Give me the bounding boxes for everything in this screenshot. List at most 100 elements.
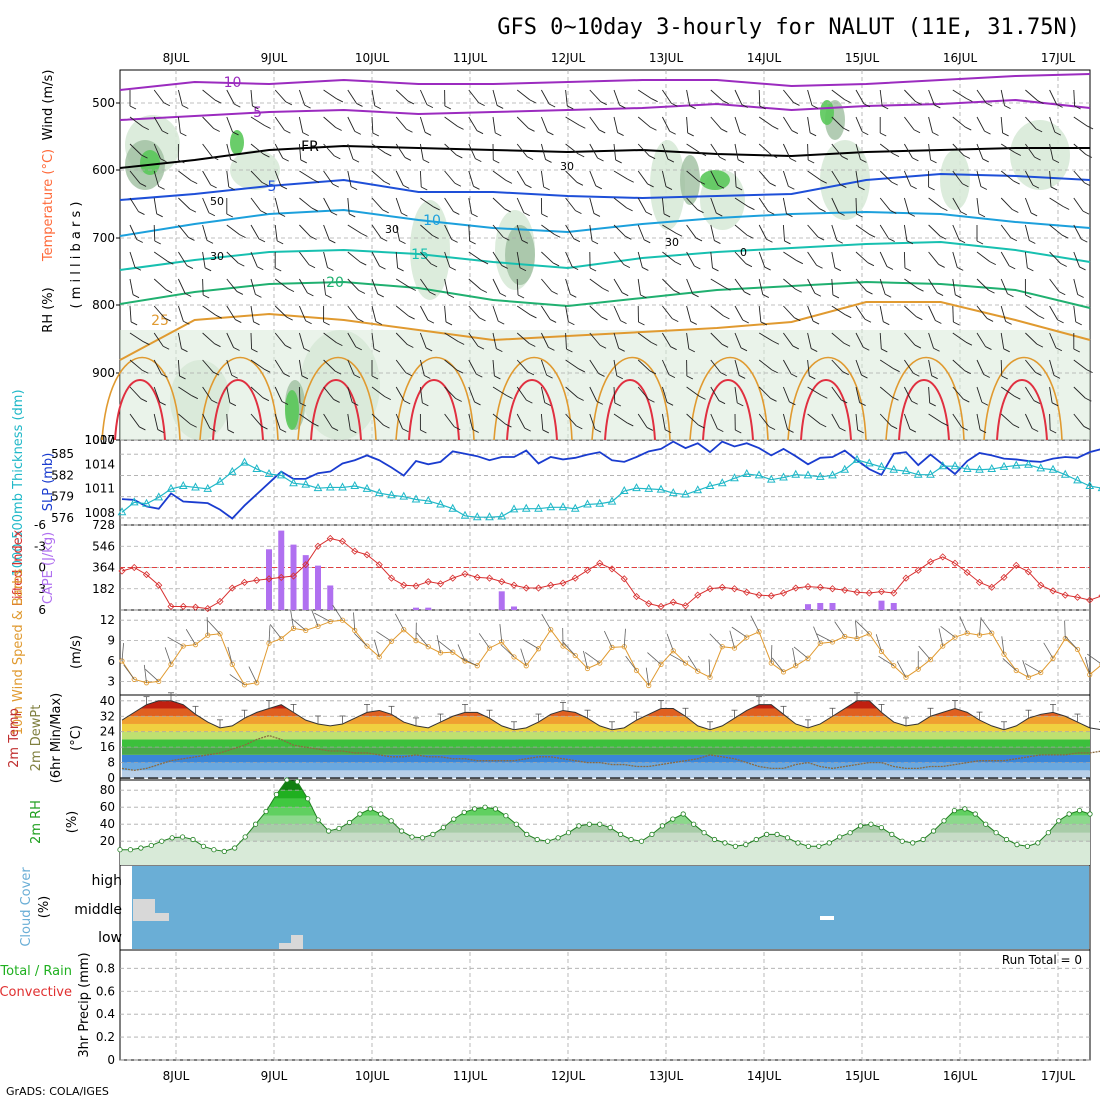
li-tick-label: 3 xyxy=(38,582,46,596)
wind-barb xyxy=(323,332,337,343)
wind10m-barb xyxy=(562,641,576,656)
wind-speed-marker xyxy=(609,644,615,651)
wind-barb-flag xyxy=(792,345,800,350)
warm-contour xyxy=(114,379,166,441)
wind-speed-marker xyxy=(584,665,591,672)
day-label-top: 15JUL xyxy=(845,51,880,65)
rh-marker xyxy=(576,823,582,829)
wind-barb-flag xyxy=(593,213,601,217)
wind-barb-flag xyxy=(699,396,706,400)
wind-barb xyxy=(395,170,404,186)
wind10m-barb xyxy=(500,644,515,658)
wind-barb-flag xyxy=(399,240,406,245)
rh-contour-label: 30 xyxy=(560,160,574,173)
wind-barb xyxy=(855,332,864,348)
thickness-marker xyxy=(191,482,200,491)
wind10m-barb xyxy=(207,620,221,635)
wind-barb xyxy=(710,170,719,186)
wind-barb-flag xyxy=(619,104,626,109)
wind-barb xyxy=(710,89,723,102)
wind-barb xyxy=(1049,89,1058,105)
y-tick-label: 900 xyxy=(92,366,115,380)
wind-barb-flag xyxy=(336,342,343,347)
wind-speed-marker xyxy=(731,645,738,651)
wind-barb xyxy=(710,332,723,345)
wind-barb-flag xyxy=(958,239,966,244)
wind-barb-flag xyxy=(158,185,165,190)
wind10m-barb xyxy=(583,650,588,669)
wind-barb xyxy=(419,89,428,105)
wind-barb-flag xyxy=(1060,263,1067,267)
wind-barb xyxy=(758,278,764,295)
day-label-bottom: 17JUL xyxy=(1041,1069,1076,1083)
wind-barb xyxy=(153,89,165,104)
wind-barb xyxy=(613,170,628,180)
wind-barb xyxy=(1073,224,1082,240)
wind-barb-flag xyxy=(931,375,938,380)
wind-barb xyxy=(274,386,283,402)
thickness-marker xyxy=(705,480,715,490)
wind-speed-marker xyxy=(866,631,872,637)
wind-barb-flag xyxy=(768,426,776,431)
wind-speed-marker xyxy=(940,643,946,649)
wind-barb-flag xyxy=(1010,237,1018,242)
rh-marker xyxy=(221,848,227,855)
wind-barb xyxy=(129,197,139,212)
wind-barb xyxy=(153,413,159,430)
wind-barb-flag xyxy=(496,105,504,109)
wind-barb xyxy=(734,224,748,236)
isotherm-label: 5 xyxy=(268,179,277,195)
wind-barb xyxy=(516,305,531,316)
wind-barb-flag xyxy=(433,206,440,211)
lifted-index-marker xyxy=(632,592,641,601)
wind-barb-flag xyxy=(965,126,972,131)
wind-barb xyxy=(202,413,211,429)
panel-frame xyxy=(119,609,1091,696)
wind-barb xyxy=(662,251,676,263)
wind10m-barb xyxy=(896,661,907,678)
temp-band xyxy=(122,762,1090,771)
wind-barb-flag xyxy=(1055,347,1063,352)
wind-barb xyxy=(347,197,350,214)
wind-barb-flag xyxy=(955,294,962,299)
wind-barb xyxy=(589,386,598,402)
wind-barb xyxy=(879,386,893,398)
day-label-bottom: 12JUL xyxy=(551,1069,586,1083)
wind-barb xyxy=(904,359,914,374)
wind-barb-flag xyxy=(936,292,944,296)
panel-frame xyxy=(119,949,1091,1061)
wind-barb-flag xyxy=(810,348,818,352)
wind-barb-flag xyxy=(769,182,776,187)
wind-barb xyxy=(758,413,770,427)
thickness-marker xyxy=(203,483,213,492)
wind-speed-marker xyxy=(437,650,444,656)
warm-contour xyxy=(604,379,656,441)
wind-barb xyxy=(347,386,353,403)
wind-barb xyxy=(831,197,839,213)
wind-speed-marker xyxy=(339,617,346,623)
thickness-marker xyxy=(374,488,384,497)
rh-marker xyxy=(618,831,624,838)
precip-tick-label: 0.6 xyxy=(96,984,115,998)
wind-barb xyxy=(879,359,894,370)
wind-barb xyxy=(879,413,892,427)
wind-barb-flag xyxy=(648,398,655,403)
thickness-marker xyxy=(1073,475,1082,484)
wind-barb xyxy=(758,170,771,184)
wind-barb-flag xyxy=(786,213,793,218)
wind-barb xyxy=(807,278,816,294)
wind10m-barb xyxy=(1024,663,1041,673)
wind10m-barb xyxy=(520,648,527,666)
wind-barb-flag xyxy=(616,375,623,380)
wind-barb-flag xyxy=(261,425,268,430)
wind-barb-flag xyxy=(914,344,922,349)
wind-barb-flag xyxy=(1084,182,1091,187)
wind-barb xyxy=(565,386,578,398)
wind-barb xyxy=(444,332,459,342)
lifted-index-marker xyxy=(412,582,420,590)
wind-barb-flag xyxy=(186,265,194,269)
wind-barb xyxy=(952,89,967,99)
thickness-marker xyxy=(142,498,151,507)
wind-barb xyxy=(323,359,336,372)
wind-speed-marker xyxy=(989,630,995,636)
